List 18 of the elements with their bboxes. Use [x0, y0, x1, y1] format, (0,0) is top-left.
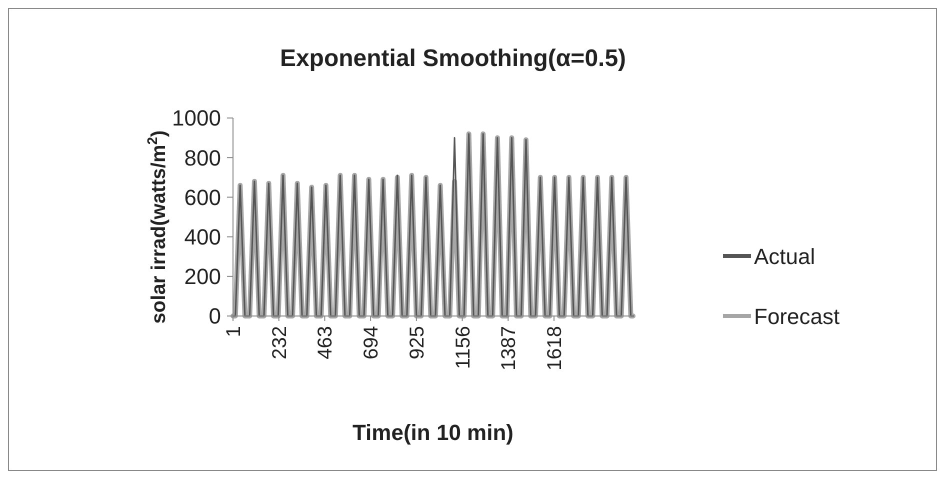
- legend-label: Actual: [754, 244, 816, 269]
- y-tick-label: 200: [184, 264, 221, 290]
- y-tick-label: 600: [184, 184, 221, 210]
- x-tick-label: 925: [406, 326, 428, 360]
- x-axis-title: Time(in 10 min): [352, 420, 514, 445]
- x-tick-label: 1156: [452, 326, 474, 370]
- chart-title: Exponential Smoothing(α=0.5): [280, 45, 626, 72]
- x-tick-label: 232: [268, 326, 291, 360]
- y-tick-label: 0: [208, 304, 221, 329]
- y-tick-label: 1000: [172, 106, 221, 131]
- x-tick-label: 1618: [544, 326, 566, 370]
- legend-label: Forecast: [754, 304, 840, 329]
- y-tick-label: 800: [184, 145, 221, 170]
- x-tick-label: 694: [360, 326, 383, 360]
- x-tick-label: 463: [314, 326, 337, 360]
- y-tick-label: 400: [184, 224, 221, 250]
- x-tick-label: 1387: [498, 326, 520, 370]
- x-tick-label: 1: [223, 326, 245, 338]
